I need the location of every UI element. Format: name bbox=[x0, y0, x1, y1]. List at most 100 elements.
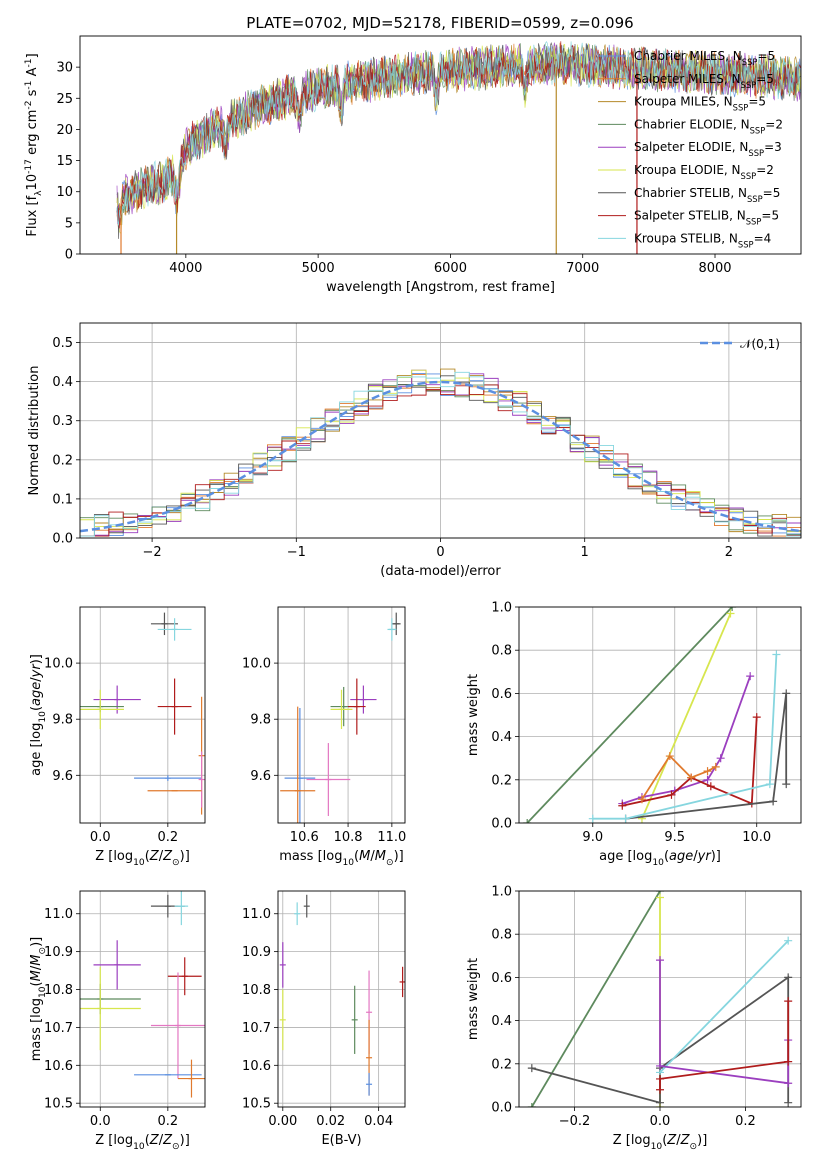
x-axis-label: (data-model)/error bbox=[380, 564, 501, 579]
y-tick-label: 0.1 bbox=[52, 492, 73, 507]
label-fragment: Kroupa MILES, N bbox=[634, 95, 733, 109]
x-tick-label: 4000 bbox=[169, 261, 202, 276]
x-tick-label: −1 bbox=[287, 545, 306, 560]
mass-weight-marker bbox=[588, 814, 597, 823]
mass-weight-marker bbox=[703, 775, 712, 784]
label-fragment: SSP bbox=[748, 148, 764, 158]
y-axis-label: Normed distribution bbox=[27, 366, 42, 496]
y-axis-label: mass [log10(M/M⊙)] bbox=[29, 937, 48, 1061]
label-fragment: ( bbox=[29, 981, 44, 986]
y-tick-label: 30 bbox=[56, 61, 73, 76]
label-fragment: Salpeter ELODIE, N bbox=[634, 140, 748, 154]
x-tick-label: 0.04 bbox=[364, 1114, 393, 1129]
label-fragment: )] bbox=[29, 937, 44, 947]
label-fragment: Z [log bbox=[95, 849, 133, 864]
x-tick-label: 0.0 bbox=[650, 1114, 671, 1129]
mass-weight-marker bbox=[667, 790, 676, 799]
x-tick-label: 2 bbox=[725, 545, 733, 560]
label-fragment: M bbox=[359, 849, 370, 864]
x-tick-label: 0.2 bbox=[157, 830, 178, 845]
y-tick-label: 10.6 bbox=[44, 1059, 73, 1074]
histogram-series bbox=[80, 384, 801, 538]
label-fragment: )] bbox=[29, 654, 44, 664]
label-fragment: 𝒩(0,1) bbox=[740, 337, 780, 351]
y-tick-label: 10.9 bbox=[44, 945, 73, 960]
mass-weight-line bbox=[622, 717, 758, 807]
x-tick-label: 0.2 bbox=[735, 1114, 756, 1129]
y-tick-label: 0.8 bbox=[491, 644, 512, 659]
mass-weight-marker bbox=[752, 713, 761, 722]
label-fragment: Z [log bbox=[613, 1133, 651, 1148]
label-fragment: Z bbox=[149, 849, 160, 864]
mass-weight-line bbox=[622, 675, 752, 805]
label-fragment: ( bbox=[354, 849, 359, 864]
label-fragment: mass [log bbox=[279, 849, 342, 864]
spectrum-axes: 4000 5000 6000 7000 8000 0 5 10 15 20 25 30 bbox=[56, 35, 802, 276]
label-fragment: λ bbox=[34, 190, 44, 196]
label-fragment: -1 bbox=[24, 58, 34, 67]
label-fragment: age bbox=[669, 849, 693, 864]
label-fragment: / bbox=[693, 849, 698, 864]
label-fragment: SSP bbox=[750, 125, 766, 135]
label-fragment: -1 bbox=[24, 81, 34, 90]
label-fragment: SSP bbox=[741, 171, 757, 181]
spectrum-plot-area bbox=[116, 41, 801, 254]
label-fragment: Salpeter MILES, N bbox=[634, 72, 741, 86]
massweight_vs_age-plot-area bbox=[523, 607, 791, 823]
x-tick-label: 5000 bbox=[302, 261, 335, 276]
label-fragment: )] bbox=[180, 1133, 190, 1148]
label-fragment: age bbox=[29, 682, 44, 706]
label-fragment: =5 bbox=[763, 186, 781, 200]
legend-label: Salpeter STELIB, NSSP=5 bbox=[634, 209, 779, 227]
label-fragment: 10 bbox=[133, 1142, 145, 1152]
label-fragment: Z bbox=[149, 1133, 160, 1148]
label-fragment: ⊙ bbox=[38, 947, 48, 955]
y-tick-label: 0.4 bbox=[491, 730, 512, 745]
label-fragment: mass [log bbox=[29, 998, 44, 1061]
mass-weight-marker bbox=[621, 814, 630, 823]
label-fragment: wavelength [Angstrom, rest frame] bbox=[326, 280, 555, 295]
label-fragment: -17 bbox=[24, 159, 34, 174]
label-fragment: Z bbox=[162, 849, 173, 864]
residuals-plot-area bbox=[80, 368, 801, 538]
mass-weight-marker bbox=[656, 1085, 664, 1094]
y-tick-label: 10.6 bbox=[242, 1059, 271, 1074]
spectrum-line bbox=[116, 41, 801, 226]
x-tick-label: 10.0 bbox=[742, 830, 771, 845]
y-axis-label: age [log10(age/yr)] bbox=[29, 654, 48, 776]
label-fragment: 10 bbox=[133, 858, 145, 868]
y-tick-label: 10.5 bbox=[44, 1097, 73, 1112]
mass-weight-marker bbox=[711, 762, 720, 771]
mass_vs_Z-axes: 0.0 0.2 10.5 10.6 10.7 10.8 10.9 11.0 bbox=[44, 890, 206, 1129]
legend-label: Kroupa STELIB, NSSP=4 bbox=[634, 231, 771, 249]
mass-weight-line bbox=[531, 891, 661, 1107]
label-fragment: yr bbox=[29, 663, 44, 679]
label-fragment: M bbox=[29, 955, 44, 966]
axes-frame bbox=[79, 322, 802, 539]
label-fragment: / bbox=[29, 677, 44, 682]
label-fragment: =5 bbox=[748, 95, 766, 109]
x-tick-label: 0.2 bbox=[157, 1114, 178, 1129]
mass-weight-line bbox=[526, 607, 733, 823]
x-tick-label: 9.5 bbox=[664, 830, 685, 845]
label-fragment: ⊙ bbox=[690, 1142, 698, 1152]
label-fragment: Salpeter STELIB, N bbox=[634, 209, 746, 223]
label-fragment: SSP bbox=[746, 217, 762, 227]
mass-weight-marker bbox=[772, 650, 781, 659]
label-fragment: ⊙ bbox=[172, 858, 180, 868]
label-fragment: Flux [f bbox=[25, 195, 40, 236]
mass-weight-marker bbox=[637, 795, 646, 804]
mass-weight-marker bbox=[665, 752, 674, 761]
mass-weight-marker bbox=[782, 689, 791, 698]
axes-frame bbox=[277, 606, 406, 824]
y-tick-label: 10.0 bbox=[242, 657, 271, 672]
mass-weight-marker bbox=[784, 997, 793, 1006]
x-tick-label: 0.02 bbox=[316, 1114, 345, 1129]
label-fragment: Chabrier ELODIE, N bbox=[634, 117, 750, 131]
label-fragment: 10 bbox=[25, 174, 40, 191]
mass-weight-marker bbox=[618, 801, 627, 810]
y-tick-label: 11.0 bbox=[44, 907, 73, 922]
label-fragment: ( bbox=[145, 849, 150, 864]
x-axis-label: Z [log10(Z/Z⊙)] bbox=[613, 1133, 708, 1152]
mass-weight-marker bbox=[726, 609, 735, 618]
